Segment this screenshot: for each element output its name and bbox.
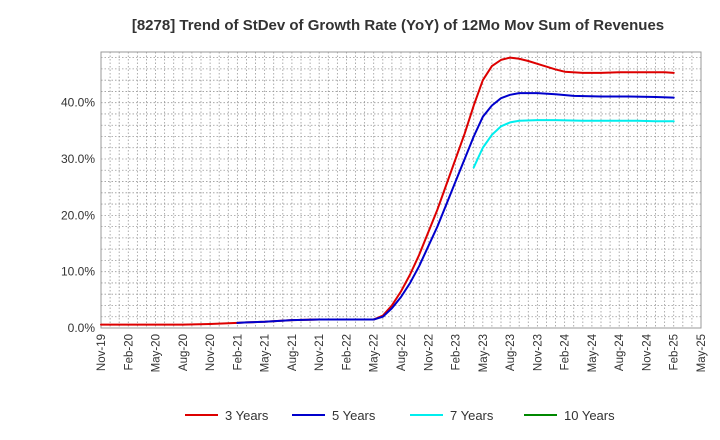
y-tick-label: 20.0% [61, 208, 95, 222]
x-tick-label: Nov-22 [423, 334, 435, 371]
x-tick-label: Feb-21 [232, 334, 244, 370]
x-tick-label: Nov-19 [96, 334, 108, 371]
x-tick-label: Nov-23 [532, 334, 544, 371]
x-tick-label: Feb-25 [669, 334, 681, 370]
x-tick-label: Aug-23 [505, 334, 517, 371]
x-tick-label: May-25 [696, 334, 708, 372]
y-axis-ticks: 0.0% 10.0% 20.0% 30.0% 40.0% [61, 96, 95, 335]
legend: 3 Years 5 Years 7 Years 10 Years [185, 408, 615, 423]
x-tick-label: Feb-23 [451, 334, 463, 370]
legend-label: 7 Years [450, 408, 494, 423]
x-tick-label: May-22 [369, 334, 381, 372]
x-tick-label: Nov-21 [314, 334, 326, 371]
grid [101, 52, 701, 328]
x-tick-label: May-20 [151, 334, 163, 372]
x-axis-ticks: Nov-19 Feb-20 May-20 Aug-20 Nov-20 Feb-21 May-… [96, 333, 708, 372]
series-line-5-years [236, 92, 675, 324]
x-tick-label: Aug-24 [614, 333, 626, 371]
legend-label: 3 Years [225, 408, 269, 423]
x-tick-label: May-21 [260, 334, 272, 372]
y-tick-label: 10.0% [61, 265, 95, 279]
x-tick-label: Aug-20 [178, 334, 190, 371]
y-tick-label: 0.0% [68, 321, 96, 335]
x-tick-label: May-23 [478, 334, 490, 372]
x-tick-label: Nov-24 [641, 333, 653, 371]
x-tick-label: Feb-22 [341, 334, 353, 370]
x-tick-label: May-24 [587, 333, 599, 372]
x-tick-label: Nov-20 [205, 334, 217, 371]
y-tick-label: 30.0% [61, 152, 95, 166]
legend-label: 5 Years [332, 408, 376, 423]
x-tick-label: Aug-22 [396, 334, 408, 371]
x-tick-label: Aug-21 [287, 334, 299, 371]
series-line-7-years [472, 119, 675, 169]
x-tick-label: Feb-20 [123, 334, 135, 370]
series-lines [100, 56, 675, 326]
legend-label: 10 Years [564, 408, 615, 423]
x-tick-label: Feb-24 [560, 333, 572, 370]
chart-title: [8278] Trend of StDev of Growth Rate (Yo… [132, 17, 664, 34]
y-tick-label: 40.0% [61, 96, 95, 110]
